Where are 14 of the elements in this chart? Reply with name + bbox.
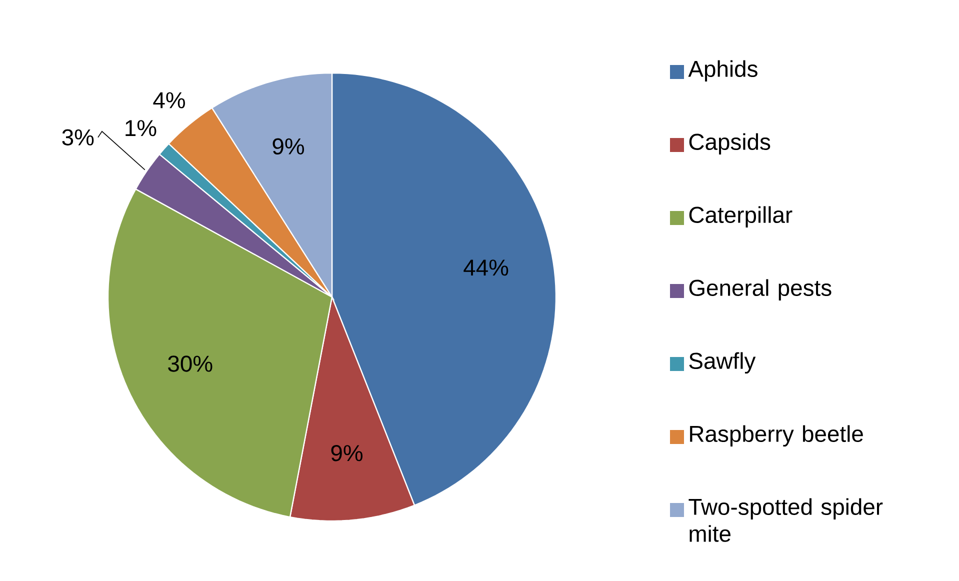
legend-label: Capsids	[689, 133, 770, 155]
data-label: 9%	[272, 138, 304, 155]
legend-label: Raspberry beetle	[690, 425, 863, 447]
legend-label: Caterpillar	[689, 206, 792, 228]
legend-label: General pests	[689, 279, 832, 301]
data-label: 1%	[126, 120, 156, 136]
data-label: 30%	[168, 356, 212, 372]
legend-label: Sawfly	[689, 352, 756, 374]
data-label: 44%	[464, 260, 508, 276]
legend-label: Aphids	[688, 60, 758, 82]
data-label: 4%	[153, 92, 185, 108]
data-label: 9%	[331, 444, 362, 462]
legend-label: Two-spotted spider mite	[688, 498, 883, 542]
data-label: 3%	[62, 129, 94, 146]
